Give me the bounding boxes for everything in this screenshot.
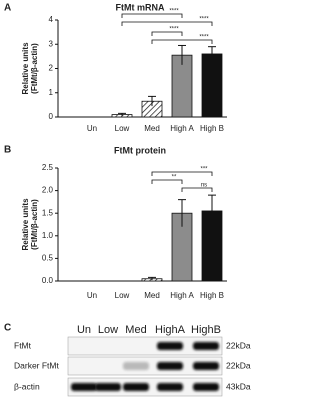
row-label: Darker FtMt (14, 360, 60, 370)
size-label: 22kDa (226, 360, 251, 370)
x-tick-label: High B (200, 291, 224, 300)
significance-bracket (151, 171, 213, 176)
blot-band (193, 362, 219, 370)
bar (201, 53, 223, 118)
y-axis-label: Relative units (21, 42, 30, 95)
size-label: 22kDa (226, 340, 251, 350)
y-tick-label: 0 (49, 112, 54, 121)
blot-band (95, 383, 121, 391)
lane-label: HighA (155, 324, 186, 336)
significance-bracket (121, 21, 213, 26)
significance-label: **** (169, 9, 179, 15)
significance-label: *** (200, 167, 208, 173)
y-tick-label: 2 (49, 64, 54, 73)
y-axis-label: (FtMt/β-actin) (30, 199, 39, 250)
size-label: 43kDa (226, 381, 251, 391)
lane-label: HighB (191, 324, 221, 336)
y-axis-label: Relative units (21, 198, 30, 251)
significance-label: ns (201, 183, 207, 189)
y-tick-label: 2.5 (42, 163, 54, 172)
significance-bracket (151, 39, 213, 44)
blot-band (157, 342, 183, 350)
x-tick-label: Low (115, 124, 130, 133)
blot-band (71, 383, 97, 391)
lane-label: Med (125, 324, 146, 336)
significance-bracket (121, 13, 183, 18)
y-tick-label: 1.5 (42, 208, 54, 217)
row-label: FtMt (14, 340, 32, 350)
x-tick-label: High A (170, 291, 194, 300)
y-tick-label: 2.0 (42, 186, 54, 195)
significance-label: **** (199, 35, 209, 41)
significance-label: **** (169, 27, 179, 33)
y-tick-label: 0.0 (42, 276, 54, 285)
y-tick-label: 0.5 (42, 254, 54, 263)
y-tick-label: 1.0 (42, 231, 54, 240)
x-tick-label: High B (200, 124, 224, 133)
blot-band (157, 383, 183, 391)
blot-strip (67, 336, 223, 356)
blot-band (123, 383, 149, 391)
chart-title: FtMt protein (114, 145, 166, 155)
x-tick-label: Med (144, 291, 160, 300)
significance-label: **** (199, 17, 209, 23)
y-tick-label: 3 (49, 39, 54, 48)
x-tick-label: High A (170, 124, 194, 133)
x-tick-label: Un (87, 124, 97, 133)
panel-label: B (4, 145, 11, 156)
significance-bracket (151, 179, 183, 184)
y-axis-label: (FtMt/β-actin) (30, 43, 39, 94)
x-tick-label: Med (144, 124, 160, 133)
lane-label: Low (98, 324, 118, 336)
blot-band (193, 383, 219, 391)
panel-label: A (4, 3, 11, 14)
lane-label: Un (77, 324, 91, 336)
blot-band (193, 342, 219, 350)
x-tick-label: Un (87, 291, 97, 300)
panel-label: C (4, 323, 11, 334)
y-tick-label: 1 (49, 88, 54, 97)
blot-band (123, 362, 149, 370)
significance-label: ** (172, 175, 177, 181)
row-label: β-actin (14, 381, 40, 391)
significance-bracket (181, 187, 213, 192)
x-tick-label: Low (115, 291, 130, 300)
significance-bracket (151, 31, 183, 36)
blot-band (157, 362, 183, 370)
chart-title: FtMt mRNA (116, 2, 165, 12)
y-tick-label: 4 (49, 15, 54, 24)
